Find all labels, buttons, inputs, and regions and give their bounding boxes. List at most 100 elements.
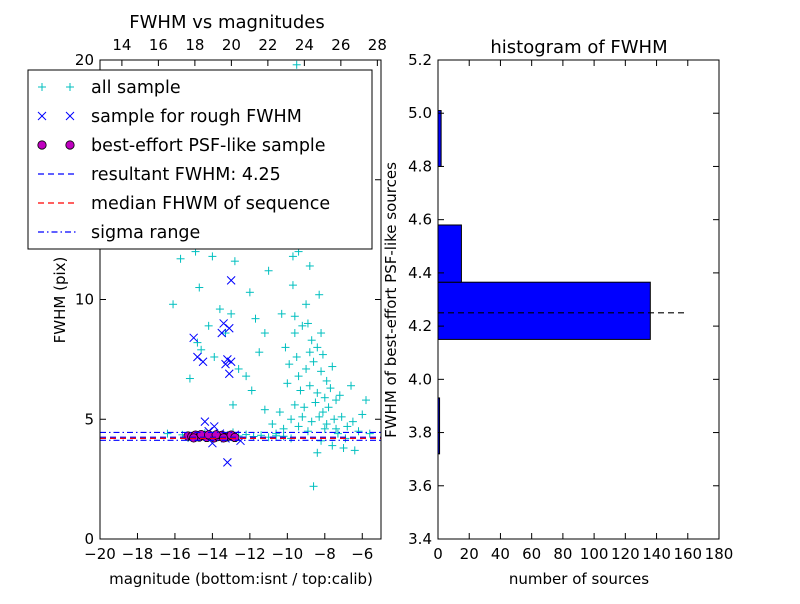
all-sample-point (242, 372, 251, 381)
all-sample-point (294, 372, 303, 381)
all-sample-point (215, 305, 224, 314)
legend-marker (38, 83, 46, 91)
all-sample-point (320, 393, 329, 402)
all-sample-point (247, 386, 256, 395)
top-x-tick-label: 24 (295, 36, 314, 54)
x-tick-label: −14 (197, 545, 229, 563)
histogram-ticks: 0 20 40 60 80 100 120 140 160 180 3.4 3.6 3.8 4.0 4.2 4… (408, 51, 733, 563)
x-tick-label: 140 (642, 545, 671, 563)
all-sample-point (300, 403, 309, 412)
all-sample-point (288, 252, 297, 261)
all-sample-point (320, 424, 329, 433)
legend-label: median FHWM of sequence (91, 194, 330, 214)
all-sample-point (324, 403, 333, 412)
histogram-title: histogram of FWHM (490, 37, 667, 58)
all-sample-point (227, 309, 236, 318)
rough-sample-point (193, 352, 202, 362)
legend-entry: all sample (38, 78, 181, 98)
all-sample-point (328, 441, 337, 450)
all-sample-point (208, 252, 217, 261)
all-sample-point (229, 400, 238, 409)
all-sample-point (298, 412, 307, 421)
all-sample-point (317, 367, 326, 376)
legend-marker (65, 111, 75, 121)
all-sample-point (318, 408, 327, 417)
all-sample-point (362, 396, 371, 405)
all-sample-point (317, 329, 326, 338)
all-sample-point (348, 417, 357, 426)
top-x-tick-label: 28 (368, 36, 387, 54)
all-sample-point (221, 329, 230, 338)
y-tick-label: 0 (84, 530, 94, 548)
x-tick-label: 20 (460, 545, 479, 563)
scatter-title: FWHM vs magnitudes (129, 12, 324, 33)
scatter-y-axis-label: FWHM (pix) (51, 257, 69, 344)
all-sample-point (242, 430, 251, 439)
y-tick-label: 4.4 (408, 264, 432, 282)
histogram-y-axis-label: FWHM of best-effort PSF-like sources (382, 162, 400, 438)
legend-entry: resultant FWHM: 4.25 (38, 165, 281, 185)
rough-sample-point (209, 422, 219, 431)
all-sample-point (195, 283, 204, 292)
all-sample-point (303, 319, 312, 328)
all-sample-point (296, 386, 305, 395)
legend-marker (65, 140, 75, 150)
all-sample-point (255, 348, 264, 357)
x-tick-label: 160 (673, 545, 702, 563)
all-sample-point (313, 448, 322, 457)
rough-sample-point (224, 369, 234, 379)
all-sample-point (290, 329, 299, 338)
all-sample-point (326, 384, 335, 393)
all-sample-point (283, 379, 292, 388)
rough-sample-point (223, 355, 232, 364)
x-tick-label: 60 (522, 545, 541, 563)
top-x-tick-label: 14 (112, 36, 131, 54)
scatter-x-axis-label: magnitude (bottom:isnt / top:calib) (109, 570, 373, 588)
rough-sample-point (200, 417, 210, 426)
all-sample-point (272, 431, 281, 440)
all-sample-point (302, 364, 311, 373)
all-sample-point (347, 381, 356, 390)
y-tick-label: 3.6 (408, 477, 432, 495)
rough-sample-point (224, 323, 234, 333)
x-tick-label: 80 (553, 545, 572, 563)
top-x-tick-label: 16 (149, 36, 168, 54)
all-sample-point (328, 362, 337, 371)
all-sample-point (249, 432, 258, 441)
all-sample-point (350, 446, 359, 455)
x-tick-label: 120 (611, 545, 640, 563)
x-tick-label: 0 (433, 545, 443, 563)
all-sample-point (332, 424, 341, 433)
rough-sample-point (226, 357, 236, 367)
all-sample-point (197, 345, 206, 354)
y-tick-label: 5 (84, 410, 94, 428)
all-sample-point (245, 288, 254, 297)
all-sample-point (287, 415, 296, 424)
all-sample-point (307, 336, 316, 345)
all-sample-point (268, 420, 277, 429)
rough-sample-point (217, 328, 227, 338)
legend-label: sigma range (91, 223, 200, 243)
all-sample-point (322, 420, 331, 429)
rough-sample-point (189, 333, 199, 343)
all-sample-point (307, 417, 316, 426)
all-sample-point (305, 381, 314, 390)
x-tick-label: 100 (580, 545, 609, 563)
all-sample-point (302, 300, 311, 309)
all-sample-point (365, 429, 374, 438)
x-tick-label: −8 (314, 545, 336, 563)
all-sample-point (185, 374, 194, 383)
y-tick-label: 5.0 (408, 104, 432, 122)
y-tick-label: 10 (75, 291, 94, 309)
x-tick-label: −18 (122, 545, 154, 563)
legend-frame (27, 69, 373, 250)
all-sample-point (318, 350, 327, 359)
all-sample-point (230, 257, 239, 266)
top-x-tick-label: 20 (222, 36, 241, 54)
x-tick-label: −12 (234, 545, 266, 563)
all-sample-point (313, 343, 322, 352)
legend-marker (66, 83, 74, 91)
all-sample-point (358, 410, 367, 419)
all-sample-point (294, 422, 303, 431)
